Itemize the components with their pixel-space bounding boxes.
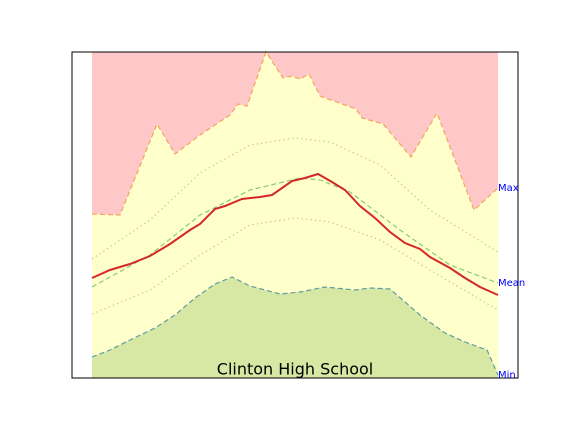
plot: [91, 50, 499, 378]
series-label: Mean: [498, 278, 525, 289]
plot-frame: [71, 51, 519, 379]
series-label: Min: [498, 370, 516, 381]
series-line: [91, 172, 499, 296]
series-line: [91, 177, 499, 288]
chart-title: Clinton High School: [217, 360, 373, 379]
series-line: [91, 276, 499, 376]
area-fill-above: [92, 52, 498, 215]
series-label: Max: [498, 183, 519, 194]
area-fill-below: [92, 277, 498, 378]
